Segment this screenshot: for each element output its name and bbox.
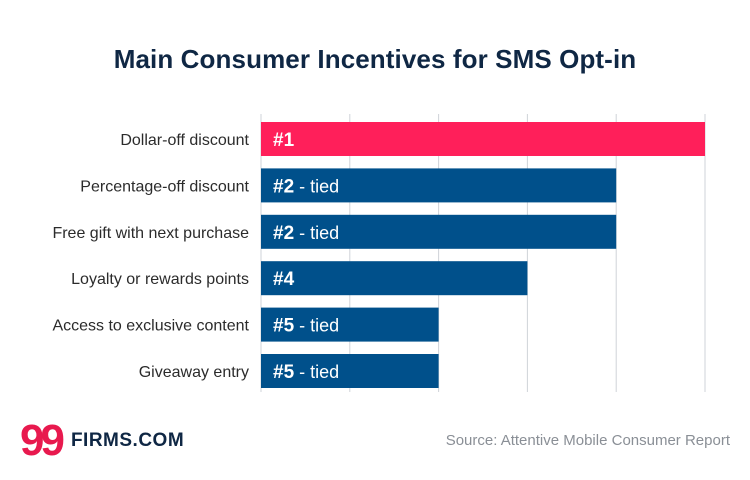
category-label: Giveaway entry (139, 364, 249, 381)
bar-rank-label: #4 (273, 269, 295, 290)
bar (261, 214, 617, 249)
category-label: Dollar-off discount (120, 132, 249, 149)
bar-tie-label: - tied (294, 316, 339, 336)
category-label: Percentage-off discount (80, 178, 249, 195)
bar-tie-label: - tied (294, 362, 339, 382)
bar-label: #5 - tied (273, 316, 339, 337)
bar-rank-label: #2 (273, 176, 294, 197)
bar (261, 307, 439, 342)
source-note: Source: Attentive Mobile Consumer Report (445, 432, 730, 449)
bar-label: #1 (273, 130, 295, 151)
bar (261, 168, 617, 203)
category-label: Free gift with next purchase (52, 225, 249, 242)
bar-label: #2 - tied (273, 176, 339, 197)
bar (261, 122, 705, 156)
bar-label: #2 - tied (273, 223, 339, 244)
chart-title: Main Consumer Incentives for SMS Opt-in (113, 44, 637, 74)
bar-rank-label: #1 (273, 130, 295, 151)
bar-rank-label: #5 (273, 316, 295, 337)
bar (261, 354, 439, 388)
logo-text: FIRMS.COM (70, 430, 185, 451)
bar-tie-label: - tied (294, 223, 339, 243)
bar (261, 261, 528, 296)
bar-rank-label: #5 (273, 362, 295, 383)
bar-label: #5 - tied (273, 362, 339, 383)
bar-tie-label: - tied (294, 176, 339, 196)
logo-mark: 99 (20, 416, 65, 465)
bar-rank-label: #2 (273, 223, 294, 244)
category-label: Access to exclusive content (52, 318, 249, 335)
bar-label: #4 (273, 269, 295, 290)
category-label: Loyalty or rewards points (71, 271, 249, 288)
brand-logo[interactable]: 99 FIRMS.COM (20, 419, 184, 463)
